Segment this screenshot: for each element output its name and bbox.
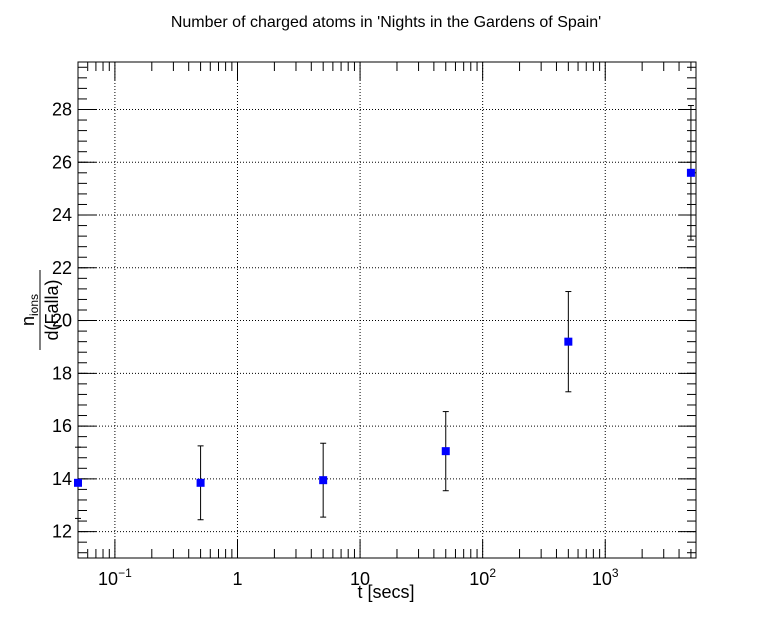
svg-text:nions: nions: [18, 294, 41, 326]
x-tick-label: 102: [469, 566, 496, 589]
data-points: [74, 168, 695, 487]
tick-labels: 12 14 16 18 20 22 24 26 28 10−1 1 10 102 103: [52, 99, 619, 589]
y-tick-label: 12: [52, 522, 72, 542]
data-point: [441, 447, 450, 456]
data-point: [319, 476, 328, 485]
y-tick-label: 14: [52, 469, 72, 489]
y-axis-label: nions d(Falla): [18, 270, 62, 350]
y-tick-label: 20: [52, 311, 72, 331]
x-tick-label: 10−1: [98, 566, 132, 589]
x-tick-label: 10: [350, 569, 370, 589]
x-tick-label: 103: [592, 566, 619, 589]
y-tick-label: 26: [52, 152, 72, 172]
data-point: [196, 478, 205, 487]
y-tick-label: 18: [52, 363, 72, 383]
y-tick-label: 28: [52, 99, 72, 119]
data-point: [74, 478, 82, 487]
y-tick-label: 22: [52, 258, 72, 278]
chart-title: Number of charged atoms in 'Nights in th…: [171, 14, 601, 31]
axis-ticks: [77, 62, 696, 558]
y-axis-label-numerator: n: [18, 316, 38, 326]
plot-frame: [77, 61, 697, 559]
data-point: [564, 337, 573, 346]
x-axis-label: t [secs]: [357, 582, 414, 602]
x-tick-label: 1: [232, 569, 242, 589]
grid: [78, 62, 696, 558]
y-axis-label-subscript: ions: [27, 294, 41, 316]
y-axis-label-denominator: d(Falla): [42, 279, 62, 340]
y-tick-label: 16: [52, 416, 72, 436]
y-tick-label: 24: [52, 205, 72, 225]
error-bars: [75, 105, 694, 521]
data-point: [686, 168, 695, 177]
